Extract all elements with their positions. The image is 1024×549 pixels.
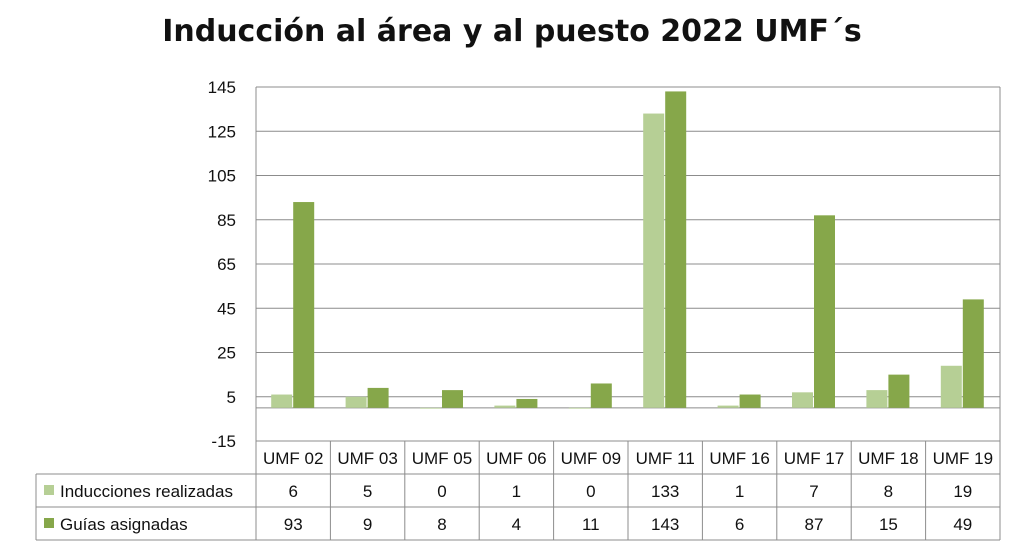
bar xyxy=(590,383,612,408)
bar xyxy=(420,407,441,409)
y-tick-label: 5 xyxy=(227,388,236,407)
bar xyxy=(962,299,984,408)
bar xyxy=(792,392,813,408)
data-label: 1 xyxy=(735,482,744,501)
legend-label: Inducciones realizadas xyxy=(60,482,233,501)
bar xyxy=(293,202,315,408)
bar xyxy=(940,365,962,408)
legend-swatch xyxy=(44,518,54,528)
data-label: 0 xyxy=(586,482,595,501)
bar xyxy=(367,387,389,408)
x-tick-label: UMF 02 xyxy=(263,449,323,468)
bar xyxy=(516,398,538,408)
data-label: 9 xyxy=(363,515,372,534)
x-tick-label: UMF 05 xyxy=(412,449,472,468)
data-label: 6 xyxy=(735,515,744,534)
data-label: 0 xyxy=(437,482,446,501)
data-label: 8 xyxy=(884,482,893,501)
y-tick-label: 25 xyxy=(217,344,236,363)
data-label: 87 xyxy=(805,515,824,534)
x-tick-label: UMF 16 xyxy=(709,449,769,468)
bar xyxy=(345,396,367,408)
bar xyxy=(814,215,835,408)
data-label: 4 xyxy=(512,515,521,534)
legend-label: Guías asignadas xyxy=(60,515,188,534)
bar xyxy=(271,394,293,408)
y-tick-label: 85 xyxy=(217,211,236,230)
data-label: 1 xyxy=(512,482,521,501)
data-label: 11 xyxy=(582,515,600,534)
data-label: 49 xyxy=(953,515,972,534)
bar xyxy=(866,390,888,408)
data-label: 143 xyxy=(651,515,679,534)
data-label: 15 xyxy=(879,515,898,534)
bar xyxy=(494,405,516,408)
bar xyxy=(643,113,665,408)
x-tick-label: UMF 19 xyxy=(933,449,993,468)
bar xyxy=(442,390,463,408)
y-tick-label: 45 xyxy=(217,299,236,318)
data-label: 5 xyxy=(363,482,372,501)
x-tick-label: UMF 11 xyxy=(636,449,695,468)
bar xyxy=(568,407,590,409)
x-tick-label: UMF 18 xyxy=(858,449,918,468)
y-tick-label: 105 xyxy=(208,167,236,186)
x-tick-label: UMF 03 xyxy=(337,449,397,468)
bar xyxy=(888,374,910,408)
data-label: 133 xyxy=(651,482,679,501)
y-tick-label: 65 xyxy=(217,255,236,274)
y-tick-label: 125 xyxy=(208,122,236,141)
y-tick-label: -15 xyxy=(211,432,236,451)
bar xyxy=(739,394,761,408)
x-tick-label: UMF 09 xyxy=(561,449,621,468)
data-label: 8 xyxy=(437,515,446,534)
x-tick-label: UMF 17 xyxy=(784,449,844,468)
data-label: 6 xyxy=(288,482,297,501)
y-tick-label: 145 xyxy=(208,78,236,97)
data-label: 19 xyxy=(953,482,972,501)
bar xyxy=(717,405,739,408)
data-label: 7 xyxy=(809,482,818,501)
x-tick-label: UMF 06 xyxy=(486,449,546,468)
bar xyxy=(665,91,687,408)
chart-title: Inducción al área y al puesto 2022 UMF´s xyxy=(162,14,862,49)
legend-swatch xyxy=(44,485,54,495)
data-label: 93 xyxy=(284,515,303,534)
